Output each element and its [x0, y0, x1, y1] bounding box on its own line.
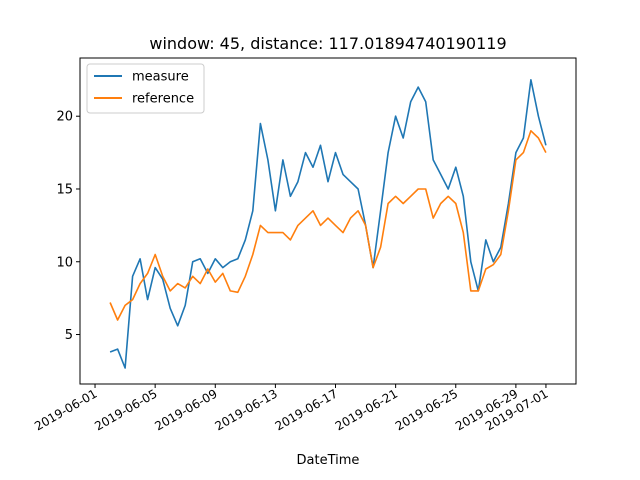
- legend: measure reference: [86, 63, 205, 114]
- chart-title: window: 45, distance: 117.01894740190119: [149, 34, 506, 53]
- x-axis-label: DateTime: [297, 453, 360, 468]
- y-tick-label: 5: [65, 328, 73, 343]
- y-tick-label: 20: [56, 110, 73, 125]
- y-tick-label: 15: [56, 182, 73, 197]
- y-axis: 5 10 15 20: [56, 110, 80, 343]
- legend-label-reference: reference: [132, 92, 194, 107]
- series-lines: [109, 79, 547, 369]
- y-tick-label: 10: [56, 255, 73, 270]
- series-line-measure: [109, 79, 547, 369]
- legend-label-measure: measure: [132, 70, 189, 85]
- series-line-reference: [109, 130, 547, 321]
- plot-frame: [79, 57, 577, 385]
